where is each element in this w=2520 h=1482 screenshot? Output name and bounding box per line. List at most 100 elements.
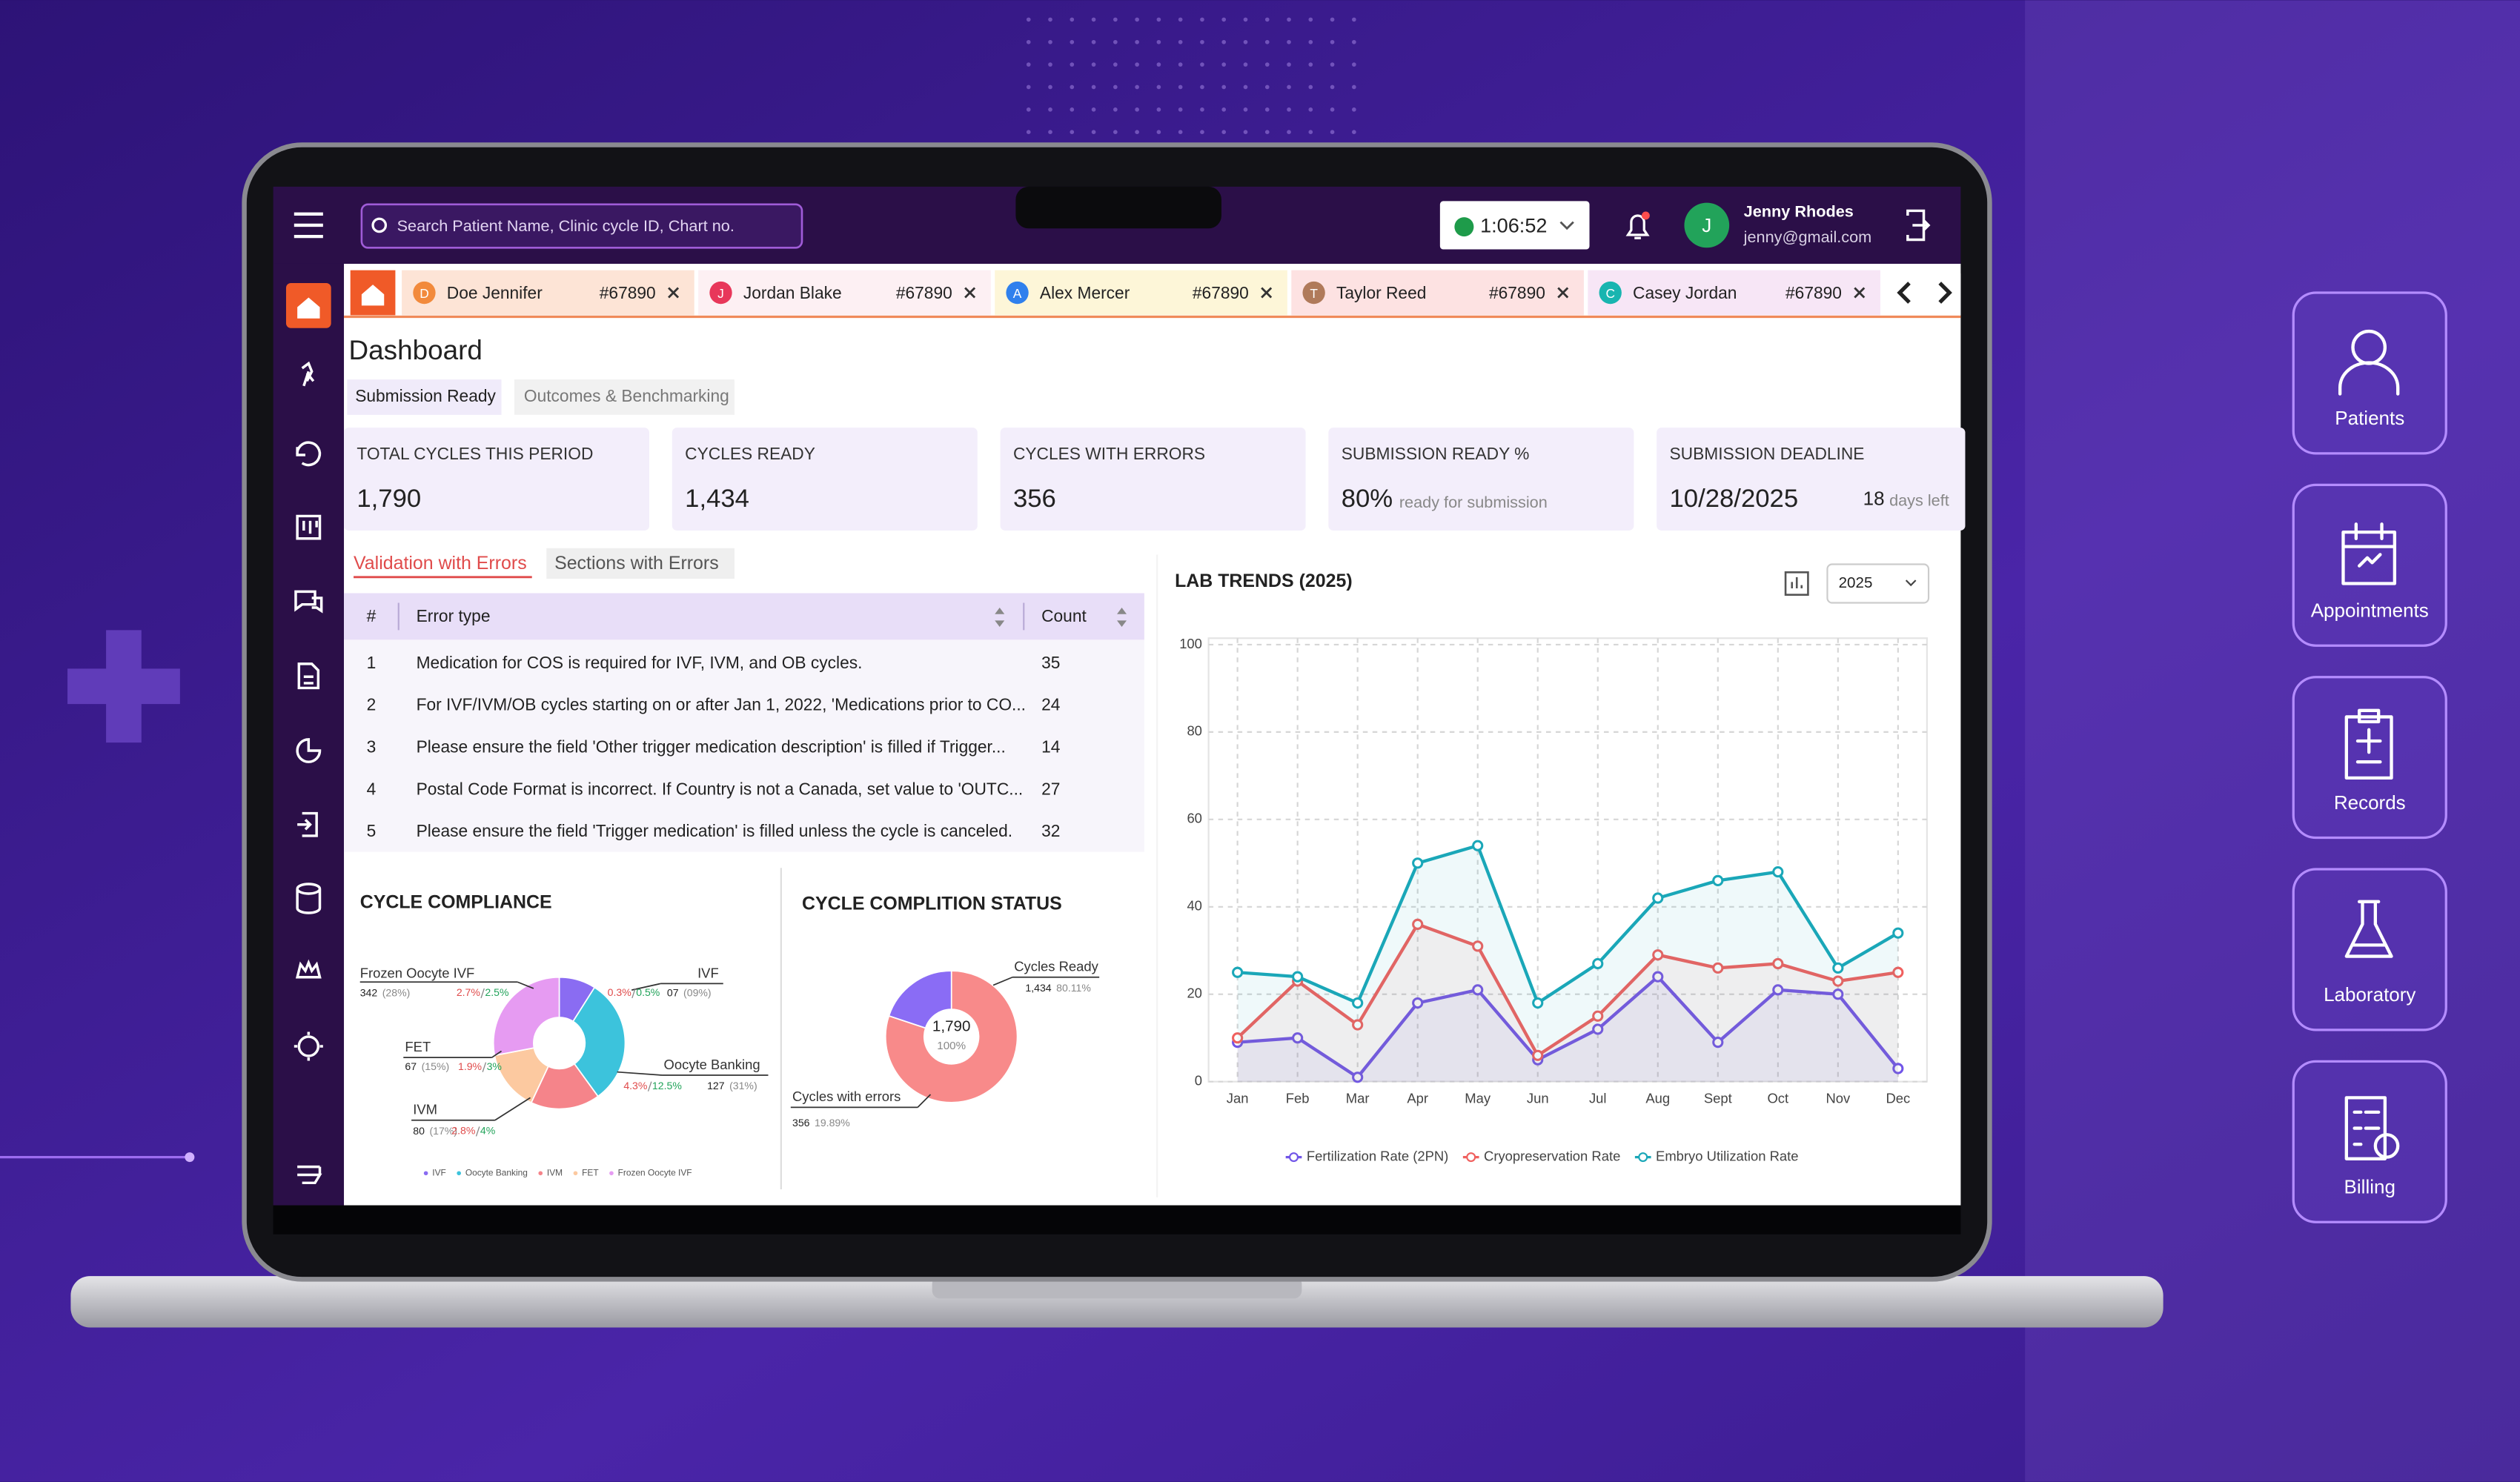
nav-icon[interactable] bbox=[296, 514, 322, 540]
kpi-note: days left bbox=[1889, 491, 1949, 510]
user-avatar[interactable] bbox=[1684, 202, 1730, 248]
timer-box[interactable] bbox=[1439, 201, 1590, 250]
dot bbox=[1026, 17, 1031, 22]
leader-line bbox=[617, 1071, 769, 1076]
legend-label[interactable]: FET bbox=[582, 1167, 598, 1177]
menu-card[interactable] bbox=[2292, 483, 2447, 647]
tab-id: #67890 bbox=[896, 283, 952, 302]
dot bbox=[1330, 84, 1335, 90]
dot bbox=[1178, 130, 1183, 135]
kpi-label: TOTAL CYCLES THIS PERIOD bbox=[357, 444, 593, 463]
tab-close[interactable] bbox=[668, 287, 680, 299]
nav-icon[interactable] bbox=[301, 361, 315, 387]
legend-label[interactable]: Fertilization Rate (2PN) bbox=[1307, 1148, 1448, 1163]
slice-name: Frozen Oocyte IVF bbox=[360, 965, 475, 980]
dot bbox=[1135, 84, 1139, 90]
slice-name: Cycles Ready bbox=[1014, 959, 1098, 974]
dot bbox=[1156, 17, 1161, 22]
legend-label[interactable]: IVM bbox=[547, 1167, 563, 1177]
change-up: 3% bbox=[487, 1060, 503, 1072]
dot bbox=[1221, 107, 1227, 112]
donut-slice bbox=[884, 970, 1018, 1103]
legend-label[interactable]: Oocyte Banking bbox=[465, 1167, 528, 1177]
row-number: 5 bbox=[367, 821, 377, 840]
change-down: 1.9% bbox=[458, 1060, 483, 1072]
view-tab: Submission Ready bbox=[355, 386, 496, 405]
error-tab-active[interactable]: Validation with Errors bbox=[354, 553, 527, 574]
nav-icon[interactable] bbox=[297, 811, 318, 837]
menu-icon bbox=[2338, 329, 2400, 396]
kpi-card bbox=[1000, 428, 1306, 531]
legend-label[interactable]: Embryo Utilization Rate bbox=[1656, 1148, 1798, 1163]
tab[interactable] bbox=[1588, 270, 1880, 316]
dot bbox=[1048, 17, 1052, 22]
row-error: For IVF/IVM/OB cycles starting on or aft… bbox=[417, 695, 1026, 714]
error-tab-inactive[interactable] bbox=[546, 548, 735, 579]
data-point bbox=[1352, 997, 1364, 1009]
slice-name: Oocyte Banking bbox=[664, 1057, 760, 1072]
year-select[interactable] bbox=[1826, 563, 1930, 604]
tab-prev[interactable] bbox=[1897, 282, 1911, 304]
nav-icon[interactable] bbox=[294, 1031, 323, 1061]
nav-icon[interactable] bbox=[297, 1165, 322, 1185]
menu-button[interactable] bbox=[294, 212, 323, 239]
logout-icon[interactable] bbox=[1906, 209, 1931, 242]
kpi-card bbox=[672, 428, 978, 531]
dot bbox=[1287, 107, 1291, 112]
leader-line bbox=[403, 1050, 503, 1059]
dot bbox=[1330, 107, 1335, 112]
menu-card[interactable] bbox=[2292, 868, 2447, 1031]
change-down: 2.8% bbox=[451, 1125, 476, 1137]
data-point bbox=[1472, 984, 1484, 996]
nav-icon[interactable] bbox=[297, 662, 320, 690]
menu-card[interactable] bbox=[2292, 291, 2447, 455]
nav-icon[interactable] bbox=[296, 441, 322, 467]
view-tab-inactive[interactable] bbox=[514, 379, 735, 415]
chart-type-icon[interactable] bbox=[1784, 571, 1809, 596]
data-point bbox=[1412, 997, 1424, 1009]
menu-card[interactable] bbox=[2292, 676, 2447, 840]
tab[interactable] bbox=[402, 270, 694, 316]
row-count: 32 bbox=[1041, 821, 1060, 840]
tab[interactable] bbox=[995, 270, 1287, 316]
error-tab: Sections with Errors bbox=[554, 553, 719, 574]
sort-icon[interactable] bbox=[995, 608, 1005, 628]
tab-next[interactable] bbox=[1938, 282, 1952, 304]
dot bbox=[1352, 107, 1356, 112]
dot bbox=[1308, 107, 1313, 112]
tab[interactable] bbox=[1291, 270, 1584, 316]
center-total: 1,790 bbox=[932, 1017, 971, 1034]
dot bbox=[1287, 17, 1291, 22]
nav-icon[interactable] bbox=[296, 883, 322, 914]
tab-close[interactable] bbox=[964, 287, 976, 299]
table-header bbox=[344, 593, 1144, 640]
legend-label[interactable]: Cryopreservation Rate bbox=[1484, 1148, 1620, 1163]
legend-label[interactable]: Frozen Oocyte IVF bbox=[618, 1167, 692, 1177]
donut-slice bbox=[888, 970, 952, 1029]
tab[interactable] bbox=[698, 270, 991, 316]
dot bbox=[1156, 39, 1161, 44]
nav-icon[interactable] bbox=[294, 590, 323, 614]
series-area bbox=[1237, 977, 1898, 1082]
tab-close[interactable] bbox=[1557, 287, 1569, 299]
tab-close[interactable] bbox=[1261, 287, 1273, 299]
sort-icon[interactable] bbox=[1117, 608, 1127, 628]
kpi-value: 1,434 bbox=[685, 485, 749, 513]
view-tab-active[interactable] bbox=[347, 379, 502, 415]
dot bbox=[1135, 107, 1139, 112]
home-icon bbox=[297, 297, 320, 319]
share-label: (09%) bbox=[683, 986, 712, 998]
legend-label[interactable]: IVF bbox=[432, 1167, 446, 1177]
bell-icon[interactable] bbox=[1625, 214, 1650, 239]
row-error: Please ensure the field 'Trigger medicat… bbox=[417, 821, 1013, 840]
dot bbox=[1352, 62, 1356, 67]
tab-close[interactable] bbox=[1854, 287, 1866, 299]
sidebar bbox=[273, 263, 345, 1206]
nav-icon[interactable] bbox=[295, 959, 322, 979]
tab-id: #67890 bbox=[600, 283, 656, 302]
nav-icon[interactable] bbox=[296, 738, 322, 763]
search-box[interactable] bbox=[360, 203, 803, 249]
menu-card[interactable] bbox=[2292, 1060, 2447, 1223]
dot bbox=[1352, 130, 1356, 135]
plus-decoration bbox=[67, 630, 180, 743]
